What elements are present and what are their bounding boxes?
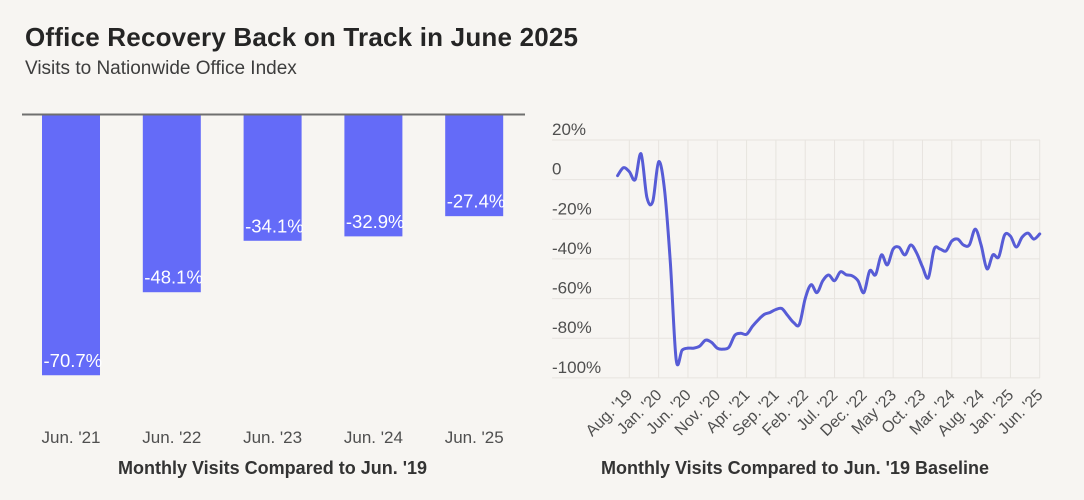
bar-category-label: Jun. '22: [142, 428, 201, 447]
bar-value-label: -27.4%: [447, 191, 506, 212]
bar-category-label: Jun. '24: [344, 428, 403, 447]
y-tick-label: -20%: [552, 199, 592, 218]
y-tick-label: -40%: [552, 239, 592, 258]
gridlines: [552, 139, 1041, 379]
bar-chart-caption: Monthly Visits Compared to Jun. '19: [118, 458, 427, 478]
bar-category-label: Jun. '21: [41, 428, 100, 447]
bar: [445, 115, 504, 217]
bar-chart: -70.7% Jun. '21 -48.1% Jun. '22 -34.1% Jun. '…: [22, 113, 525, 447]
y-tick-label: 20%: [552, 120, 586, 139]
bar-value-label: -34.1%: [245, 215, 304, 236]
bar: [344, 115, 403, 237]
bar: [243, 115, 302, 241]
bar: [42, 115, 100, 376]
bar-value-label: -32.9%: [346, 211, 405, 232]
bar: [142, 115, 201, 293]
bar-value-label: -48.1%: [144, 267, 203, 288]
line-chart-caption: Monthly Visits Compared to Jun. '19 Base…: [600, 458, 990, 478]
bar-category-label: Jun. '25: [445, 428, 504, 447]
y-tick-label: 0: [552, 160, 561, 179]
bar-category-label: Jun. '23: [243, 428, 302, 447]
y-tick-label: -100%: [552, 358, 601, 377]
page-subtitle: Visits to Nationwide Office Index: [25, 58, 297, 79]
trend-line: [616, 152, 1042, 367]
bar-value-label: -70.7%: [44, 350, 103, 371]
y-tick-label: -60%: [552, 279, 592, 298]
page-title: Office Recovery Back on Track in June 20…: [25, 22, 579, 52]
y-tick-label: -80%: [552, 318, 592, 337]
